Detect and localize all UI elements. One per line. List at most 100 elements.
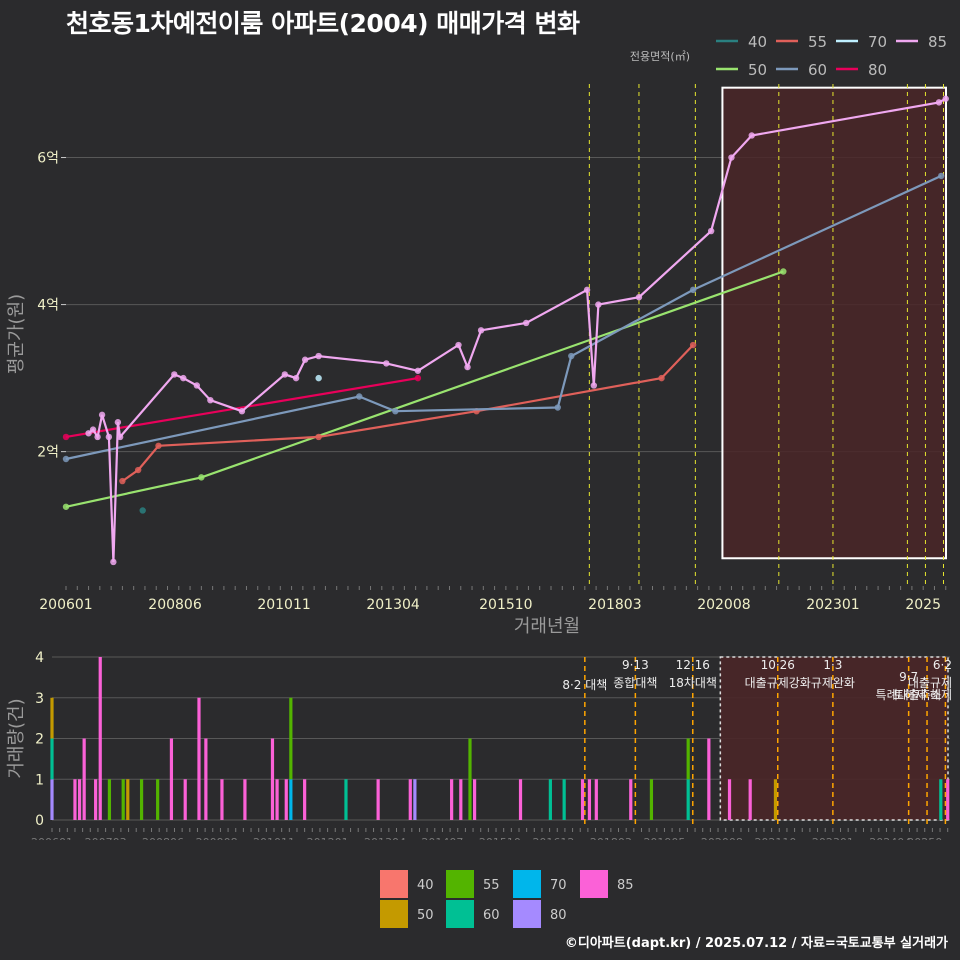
- policy-event-name: 18차대책: [669, 675, 717, 690]
- data-point-85: [522, 319, 530, 327]
- series-line-80: [65, 377, 419, 438]
- volume-bar-80: [50, 779, 54, 820]
- data-point-85: [98, 411, 106, 419]
- data-point-85: [455, 341, 462, 349]
- data-point-55: [155, 442, 162, 449]
- policy-event-name: 토허제 해제: [893, 688, 952, 702]
- legend-label-80: 80: [868, 61, 887, 79]
- series-line-85: [87, 97, 947, 562]
- volume-bar-85: [275, 779, 279, 820]
- policy-event-title: 12·16: [676, 658, 710, 672]
- volume-bar-50: [773, 779, 778, 820]
- data-point-50: [780, 268, 787, 275]
- legend-label-40: 40: [748, 33, 767, 51]
- vol-y-tick-label: 1: [35, 772, 44, 788]
- data-point-85: [464, 363, 471, 371]
- volume-bar-85: [204, 738, 208, 820]
- policy-event-name: 대출규제강화: [745, 676, 811, 690]
- volume-bar-85: [94, 779, 98, 820]
- data-point-85: [728, 154, 735, 161]
- data-point-85: [590, 382, 598, 389]
- data-point-85: [110, 558, 117, 566]
- data-point-85: [116, 433, 124, 441]
- data-point-85: [301, 356, 309, 363]
- vol-x-tick-label: 20250: [907, 836, 942, 840]
- legend-title: 전용면적(㎡): [630, 50, 690, 63]
- data-point-85: [193, 382, 201, 389]
- x-axis-title: 거래년월: [514, 616, 580, 637]
- volume-bar-55: [156, 779, 160, 820]
- data-point-85: [583, 286, 591, 294]
- policy-event-name: 대출규제: [908, 676, 952, 690]
- data-point-85: [238, 408, 246, 415]
- vol-legend-label-50: 50: [417, 908, 434, 923]
- vol-x-tick-label: 200806: [142, 836, 184, 840]
- vol-y-axis-title: 거래량(건): [6, 698, 27, 778]
- data-point-85: [383, 360, 390, 367]
- vol-y-tick-label: 4: [35, 650, 44, 666]
- data-point-55: [315, 433, 322, 441]
- volume-bar-85: [220, 779, 224, 820]
- vol-x-tick-label: 202301: [812, 836, 854, 840]
- volume-bar-60: [562, 779, 566, 820]
- volume-bar-80: [413, 779, 417, 820]
- policy-event-title: 8·2 대책: [562, 677, 607, 692]
- data-point-85: [89, 426, 97, 433]
- vol-legend-label-60: 60: [483, 908, 500, 923]
- vol-y-tick-label: 3: [35, 691, 44, 707]
- highlight-range-box: [721, 86, 948, 560]
- volume-bar-55: [289, 697, 293, 780]
- volume-bar-55: [686, 738, 690, 780]
- volume-bar-85: [284, 779, 288, 820]
- data-point-85: [748, 132, 755, 139]
- x-tick-label: 201803: [588, 597, 641, 613]
- volume-bar-55: [139, 779, 144, 820]
- volume-bar-85: [946, 779, 950, 820]
- volume-bar-85: [472, 779, 477, 820]
- volume-bar-85: [580, 779, 585, 820]
- vol-legend-label-55: 55: [483, 878, 500, 893]
- data-point-50: [198, 474, 205, 481]
- vol-legend-swatch-50: [380, 900, 408, 928]
- policy-event-title: 9·13: [622, 658, 649, 672]
- volume-legend: 40 55 70 85 50 60 80: [380, 870, 634, 928]
- vol-x-tick-label: 201407: [421, 836, 463, 840]
- policy-event-name: 규제완화: [811, 676, 855, 690]
- volume-bar-85: [587, 779, 592, 820]
- volume-bar-85: [183, 779, 187, 820]
- legend-label-85: 85: [928, 33, 947, 51]
- chart-title: 천호동1차예전이룸 아파트(2004) 매매가격 변화: [66, 9, 580, 38]
- x-tick-label: 201011: [257, 597, 310, 613]
- volume-bar-50: [50, 697, 54, 739]
- vol-x-tick-label: 202110: [754, 836, 796, 840]
- data-point-80: [62, 433, 70, 441]
- data-point-60: [356, 393, 363, 400]
- vol-legend-swatch-60: [446, 900, 474, 928]
- policy-event-name: 특례대출축소: [876, 688, 942, 702]
- volume-bar-60: [686, 779, 690, 820]
- volume-bar-55: [468, 738, 472, 820]
- data-point-60: [392, 408, 399, 415]
- vol-legend-label-80: 80: [550, 908, 567, 923]
- volume-bar-85: [73, 779, 77, 820]
- policy-event-title: 6·2: [933, 658, 952, 672]
- data-point-85: [942, 95, 949, 102]
- volume-bar-85: [707, 738, 711, 820]
- y-axis-title: 평균가(원): [6, 294, 27, 374]
- volume-bar-85: [748, 779, 752, 820]
- policy-event-title: 9·7: [899, 670, 918, 684]
- volume-bar-70: [289, 779, 293, 820]
- volume-bar-60: [548, 779, 552, 820]
- volume-bar-85: [197, 697, 201, 820]
- data-point-60: [938, 172, 945, 180]
- vol-legend-label-40: 40: [417, 878, 434, 893]
- data-point-55: [689, 341, 697, 349]
- data-point-40: [139, 507, 146, 514]
- vol-x-tick-label: 201304: [364, 836, 406, 840]
- vol-y-tick-label: 0: [35, 813, 44, 829]
- data-point-85: [180, 374, 187, 382]
- volume-bar-85: [98, 657, 102, 820]
- volume-bar-50: [126, 779, 130, 820]
- data-point-85: [114, 419, 122, 426]
